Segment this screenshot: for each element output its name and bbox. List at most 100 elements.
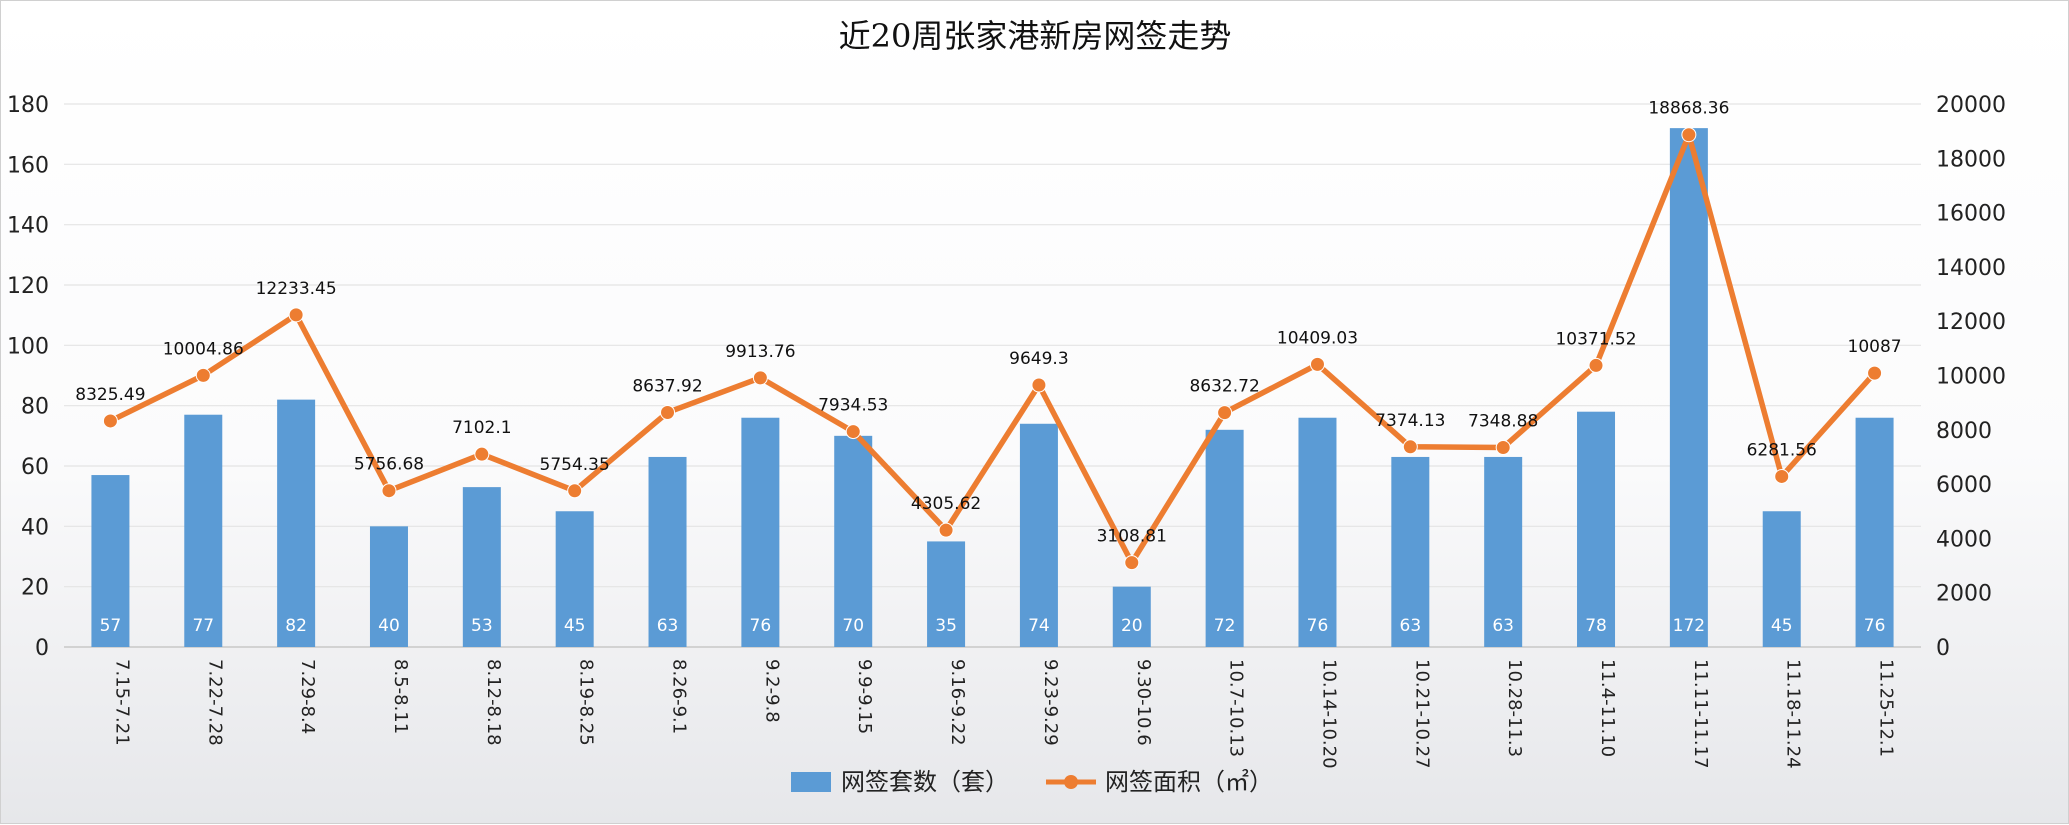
legend-bar-swatch: [791, 772, 831, 792]
line-point: [845, 424, 861, 440]
y-left-tick-label: 80: [21, 395, 49, 420]
y-right-tick-label: 4000: [1936, 527, 1992, 552]
line-point: [195, 367, 211, 383]
x-tick-label: 11.25-12.1: [1876, 659, 1897, 757]
x-tick-label: 9.23-9.29: [1040, 659, 1061, 746]
line-point: [1402, 439, 1418, 455]
bar: [1762, 511, 1801, 647]
bar: [555, 511, 594, 647]
line-point: [1217, 405, 1233, 421]
bar-data-label: 45: [1771, 616, 1793, 636]
y-right-tick-label: 10000: [1936, 365, 2006, 390]
y-right-tick-label: 6000: [1936, 473, 1992, 498]
bar-data-label: 35: [935, 616, 957, 636]
bar: [1205, 429, 1244, 647]
line-data-label: 7374.13: [1375, 411, 1445, 431]
x-tick-label: 8.12-8.18: [483, 659, 504, 746]
bar: [1484, 456, 1523, 647]
y-left-tick-label: 180: [7, 93, 49, 118]
legend-line-label: 网签面积（㎡）: [1105, 768, 1273, 796]
line-data-label: 4305.62: [911, 494, 981, 514]
line-data-label: 3108.81: [1097, 527, 1167, 547]
line-point: [1031, 377, 1047, 393]
bar-data-label: 63: [1400, 616, 1422, 636]
line-data-label: 6281.56: [1747, 440, 1817, 460]
line-point: [938, 522, 954, 538]
bar-data-label: 77: [192, 616, 214, 636]
bar-data-label: 78: [1585, 616, 1607, 636]
y-left-tick-label: 140: [7, 214, 49, 239]
bar: [369, 526, 408, 647]
line-series: [107, 131, 1878, 566]
x-tick-label: 9.2-9.8: [761, 659, 782, 723]
x-tick-label: 9.9-9.15: [854, 659, 875, 734]
bar-data-label: 76: [1864, 616, 1886, 636]
bar: [927, 541, 966, 647]
legend-bar-label: 网签套数（套）: [841, 768, 1009, 796]
y-right-tick-label: 18000: [1936, 147, 2006, 172]
line-data-label: 10371.52: [1555, 329, 1636, 349]
x-tick-label: 10.7-10.13: [1226, 659, 1247, 757]
y-right-tick-label: 20000: [1936, 93, 2006, 118]
legend-line-marker: [1064, 775, 1078, 789]
bar: [184, 414, 223, 647]
line-point: [660, 404, 676, 420]
line-data-label: 12233.45: [256, 279, 337, 299]
bar-data-label: 63: [657, 616, 679, 636]
line-point: [474, 446, 490, 462]
bar-data-label: 40: [378, 616, 400, 636]
y-left-tick-label: 20: [21, 576, 49, 601]
line-point: [381, 483, 397, 499]
line-point: [1124, 555, 1140, 571]
bar-data-label: 70: [842, 616, 864, 636]
line-data-label: 5754.35: [540, 455, 610, 475]
line-point: [1774, 468, 1790, 484]
y-left-tick-label: 60: [21, 455, 49, 480]
x-tick-label: 7.22-7.28: [204, 659, 225, 746]
line-data-label: 7102.1: [452, 418, 511, 438]
line-data-label: 18868.36: [1648, 99, 1729, 119]
y-left-tick-label: 0: [35, 636, 49, 661]
x-tick-label: 8.26-9.1: [669, 659, 690, 734]
bar: [1112, 586, 1151, 647]
y-left-tick-label: 120: [7, 274, 49, 299]
line-data-label: 10004.86: [163, 339, 244, 359]
line-point: [1309, 356, 1325, 372]
y-left-tick-label: 40: [21, 515, 49, 540]
bar-data-label: 20: [1121, 616, 1143, 636]
bar-data-label: 57: [100, 616, 122, 636]
x-tick-label: 10.21-10.27: [1411, 659, 1432, 769]
line-data-label: 9649.3: [1009, 349, 1068, 369]
x-tick-label: 8.5-8.11: [390, 659, 411, 734]
bar-data-label: 63: [1492, 616, 1514, 636]
x-tick-label: 9.30-10.6: [1133, 659, 1154, 746]
bar: [741, 417, 780, 647]
x-tick-label: 10.14-10.20: [1318, 659, 1339, 769]
bar: [1298, 417, 1337, 647]
y-left-tick-label: 100: [7, 334, 49, 359]
bar: [277, 399, 316, 647]
bar: [1019, 423, 1058, 647]
line-data-label: 8325.49: [75, 385, 145, 405]
y-right-tick-label: 12000: [1936, 310, 2006, 335]
bar: [1855, 417, 1894, 647]
line-data-label: 9913.76: [725, 342, 795, 362]
y-right-tick-label: 0: [1936, 636, 1950, 661]
chart-title: 近20周张家港新房网签走势: [839, 17, 1232, 55]
x-tick-label: 11.4-11.10: [1597, 659, 1618, 757]
bar-data-label: 74: [1028, 616, 1050, 636]
x-tick-label: 11.11-11.17: [1690, 659, 1711, 769]
y-right-tick-label: 8000: [1936, 419, 1992, 444]
line-point: [1867, 365, 1883, 381]
line-data-label: 10087: [1848, 337, 1902, 357]
line-data-label: 8632.72: [1189, 377, 1259, 397]
bar-data-label: 76: [1307, 616, 1329, 636]
y-right-tick-label: 16000: [1936, 202, 2006, 227]
bar: [1669, 128, 1708, 648]
x-tick-label: 9.16-9.22: [947, 659, 968, 746]
line-point: [102, 413, 118, 429]
bar: [1391, 456, 1430, 647]
line-point: [1681, 127, 1697, 143]
